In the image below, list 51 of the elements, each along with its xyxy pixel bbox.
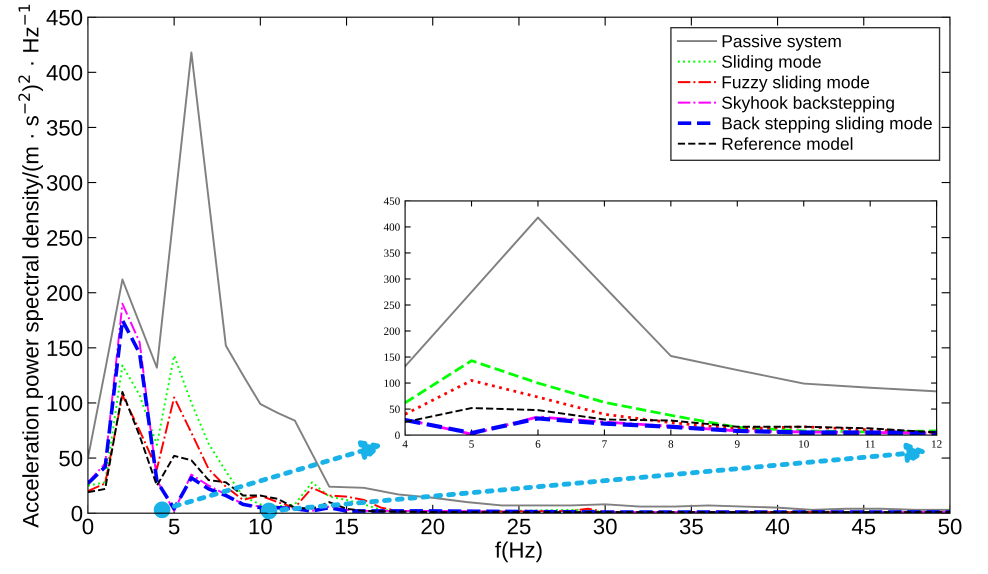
x-tick-label: 30 (594, 518, 617, 534)
x-tick-label: 35 (680, 518, 703, 534)
legend-label: Passive system (722, 34, 841, 51)
y-tick-label: 300 (384, 275, 400, 283)
y-tick-label: 350 (384, 249, 400, 257)
x-tick-label: 50 (938, 518, 962, 534)
legend-label: Reference model (722, 137, 852, 150)
line-series (405, 359, 937, 434)
legend-label: Fuzzy sliding mode (722, 76, 870, 92)
x-tick-label: 40 (766, 518, 790, 534)
x-tick-label: 45 (852, 518, 876, 534)
x-tick-label: 20 (422, 518, 444, 534)
y-tick-label: 200 (384, 327, 400, 335)
line-series (88, 52, 950, 511)
y-tick-label: 100 (384, 380, 400, 388)
y-tick-label: 400 (384, 223, 400, 231)
x-tick-label: 5 (168, 518, 180, 534)
x-tick-label: 9 (734, 440, 740, 448)
x-tick-label: 12 (932, 440, 942, 448)
x-axis-title: f(Hz) (495, 542, 542, 562)
y-tick-label: 350 (46, 120, 82, 136)
line-series (405, 216, 937, 392)
y-tick-label: 200 (47, 285, 82, 302)
y-tick-label: 150 (384, 353, 400, 361)
legend-label: Skyhook backstepping (722, 96, 894, 112)
x-tick-label: 15 (336, 518, 358, 534)
x-tick-label: 6 (536, 440, 540, 448)
y-tick-label: 100 (48, 395, 82, 412)
x-tick-label: 10 (799, 440, 809, 448)
x-tick-label: 4 (402, 440, 408, 448)
y-tick-label: 400 (46, 64, 82, 81)
y-tick-label: 50 (390, 406, 400, 414)
y-tick-label: 250 (47, 230, 82, 246)
legend-label: Sliding mode (722, 55, 821, 72)
x-tick-label: 7 (602, 440, 607, 448)
y-tick-label: 250 (384, 301, 400, 309)
y-tick-label: 300 (46, 175, 82, 191)
x-tick-label: 8 (668, 440, 674, 448)
x-tick-label: 10 (250, 518, 272, 534)
y-tick-label: 0 (72, 506, 82, 522)
x-tick-label: 0 (82, 518, 94, 534)
x-tick-label: 25 (508, 518, 530, 534)
y-tick-label: 50 (59, 450, 82, 466)
x-tick-label: 11 (866, 440, 875, 448)
y-tick-label: 0 (395, 432, 400, 440)
y-tick-label: 150 (48, 340, 82, 356)
y-tick-label: 450 (384, 197, 400, 205)
legend-label: Back stepping sliding mode (722, 116, 932, 133)
x-tick-label: 5 (469, 440, 474, 448)
y-axis-title: Acceleration power spectral density/(m · s$^{−2}$)$^{2}$ · Hz$^{−1}$ (18, 4, 43, 528)
y-tick-label: 450 (46, 10, 82, 26)
